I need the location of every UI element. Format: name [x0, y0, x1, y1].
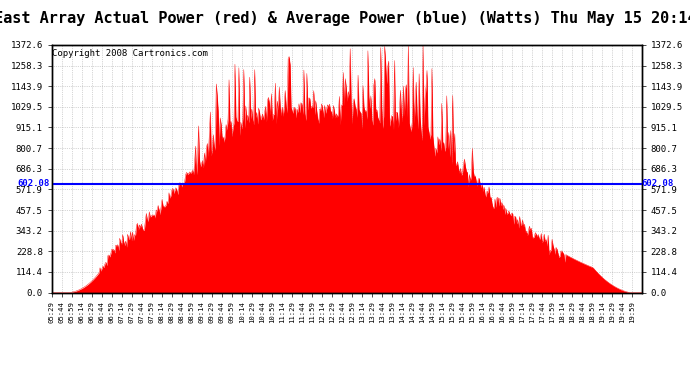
Text: 602.08: 602.08	[642, 179, 674, 188]
Text: 602.08: 602.08	[17, 179, 50, 188]
Text: Copyright 2008 Cartronics.com: Copyright 2008 Cartronics.com	[52, 49, 208, 58]
Text: East Array Actual Power (red) & Average Power (blue) (Watts) Thu May 15 20:14: East Array Actual Power (red) & Average …	[0, 11, 690, 26]
